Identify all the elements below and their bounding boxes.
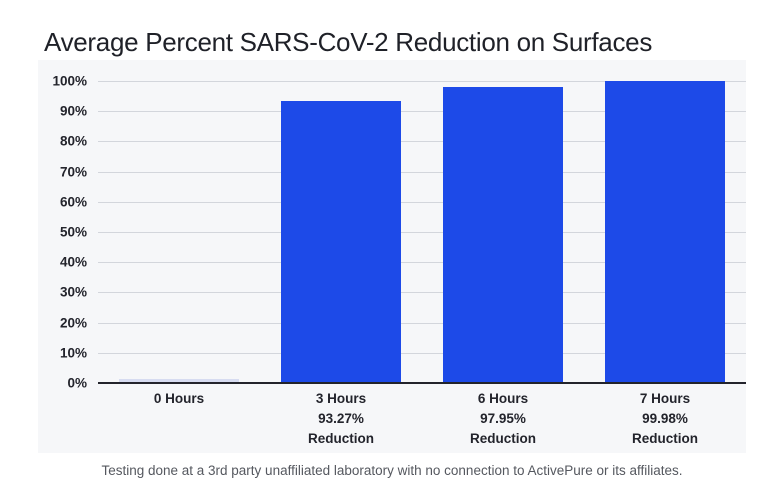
bar-3-hours: [281, 101, 401, 383]
bar-slot-7-hours: [584, 81, 746, 383]
y-tick-label: 50%: [59, 224, 87, 240]
y-tick-label: 0%: [67, 375, 87, 391]
x-label-line: Reduction: [308, 431, 374, 446]
chart-card: 0% 10% 20% 30% 40% 50% 60% 70% 80% 90% 100% 0 Hour…: [38, 60, 746, 453]
y-tick-label: 100%: [52, 73, 87, 89]
gridline-70: [98, 171, 746, 173]
x-label-line: Reduction: [470, 431, 536, 446]
chart-footnote: Testing done at a 3rd party unaffiliated…: [101, 463, 683, 478]
gridline-60: [98, 201, 746, 203]
y-tick-label: 10%: [59, 345, 87, 361]
gridline-90: [98, 111, 746, 113]
x-axis-labels: 0 Hours 3 Hours 93.27% Reduction 6 Hours 97.9…: [98, 389, 746, 449]
y-axis-labels: 0% 10% 20% 30% 40% 50% 60% 70% 80% 90% 100%: [38, 74, 87, 391]
chart-title: Average Percent SARS-CoV-2 Reduction on …: [44, 27, 653, 58]
bar-slot-0-hours: [98, 81, 260, 383]
y-tick-label: 60%: [59, 194, 87, 210]
x-label-0-hours: 0 Hours: [98, 389, 260, 449]
gridline-10: [98, 352, 746, 354]
bar-0-hours: [119, 379, 239, 383]
y-tick-label: 30%: [59, 284, 87, 300]
bars-container: [98, 81, 746, 383]
bar-7-hours: [605, 81, 725, 383]
x-label-3-hours: 3 Hours 93.27% Reduction: [260, 389, 422, 449]
x-label-line: 7 Hours: [639, 391, 691, 406]
gridline-100: [98, 81, 746, 82]
x-label-6-hours: 6 Hours 97.95% Reduction: [422, 389, 584, 449]
y-tick-label: 70%: [59, 164, 87, 180]
plot-area: [98, 81, 746, 384]
x-label-line: Reduction: [632, 431, 698, 446]
gridline-30: [98, 292, 746, 294]
y-tick-label: 90%: [59, 103, 87, 119]
y-tick-label: 20%: [59, 315, 87, 331]
gridline-20: [98, 322, 746, 324]
gridline-80: [98, 141, 746, 143]
x-axis-line: [98, 382, 746, 384]
x-label-line: 99.98%: [642, 411, 688, 426]
y-tick-label: 40%: [59, 254, 87, 270]
x-label-line: 0 Hours: [153, 391, 205, 406]
x-label-7-hours: 7 Hours 99.98% Reduction: [584, 389, 746, 449]
gridline-40: [98, 262, 746, 264]
y-tick-label: 80%: [59, 133, 87, 149]
x-label-line: 3 Hours: [315, 391, 367, 406]
bar-6-hours: [443, 87, 563, 383]
x-label-line: 97.95%: [480, 411, 526, 426]
x-label-line: 93.27%: [318, 411, 364, 426]
bar-slot-3-hours: [260, 81, 422, 383]
bar-slot-6-hours: [422, 81, 584, 383]
gridline-50: [98, 232, 746, 233]
x-label-line: 6 Hours: [477, 391, 529, 406]
